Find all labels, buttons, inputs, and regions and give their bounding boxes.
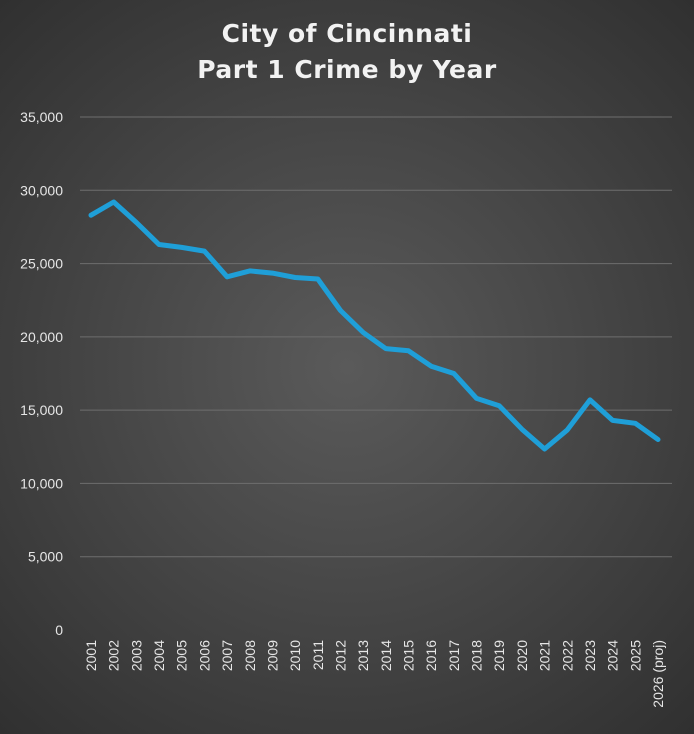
x-tick-label: 2021 [537,640,553,671]
x-axis-labels: 2001 2002 2003 2004 2005 2006 2007 2008 2009 2010… [83,640,666,708]
y-tick-label: 25,000 [20,256,63,272]
gridlines [80,116,672,558]
y-tick-label: 20,000 [20,329,63,345]
x-tick-label: 2001 [83,640,99,671]
data-point [315,276,320,281]
data-point [429,364,434,369]
data-point [134,220,139,225]
chart-title-line-2: Part 1 Crime by Year [197,55,497,84]
x-tick-label: 2008 [242,640,258,671]
x-tick-label: 2022 [559,640,575,671]
data-point [610,418,615,423]
x-tick-label: 2012 [332,640,348,671]
y-tick-label: 35,000 [20,109,63,125]
data-point [202,249,207,254]
y-tick-label: 30,000 [20,182,63,198]
x-tick-label: 2026 (proj) [650,640,666,708]
x-tick-label: 2015 [401,640,417,671]
data-point [270,271,275,276]
data-point [383,346,388,351]
data-point [406,348,411,353]
data-point [519,427,524,432]
data-point [179,245,184,250]
x-tick-label: 2005 [174,640,190,671]
data-point [451,371,456,376]
data-point [474,396,479,401]
data-point [497,403,502,408]
x-tick-label: 2025 [627,640,643,671]
x-tick-label: 2017 [446,640,462,671]
x-tick-label: 2020 [514,640,530,671]
y-tick-label: 15,000 [20,402,63,418]
x-tick-label: 2010 [287,640,303,671]
x-tick-label: 2018 [469,640,485,671]
x-tick-label: 2011 [310,640,326,670]
x-tick-label: 2009 [264,640,280,671]
x-tick-label: 2016 [423,640,439,671]
data-point [633,421,638,426]
chart-title: City of Cincinnati Part 1 Crime by Year [0,16,694,88]
data-point [565,427,570,432]
data-point [338,308,343,313]
x-tick-label: 2004 [151,640,167,671]
x-tick-label: 2024 [605,640,621,671]
x-tick-label: 2013 [355,640,371,671]
data-point [89,213,93,218]
chart-title-line-1: City of Cincinnati [221,19,473,48]
data-point [656,437,660,442]
data-point [111,200,116,205]
x-tick-label: 2007 [219,640,235,671]
y-tick-label: 5,000 [28,549,63,565]
x-tick-label: 2006 [196,640,212,671]
data-point [293,275,298,280]
data-point [587,397,592,402]
x-tick-label: 2002 [106,640,122,671]
data-point [542,446,547,451]
x-tick-label: 2019 [491,640,507,671]
data-point [247,268,252,273]
data-point [157,242,162,247]
data-point [225,274,230,279]
y-tick-label: 0 [55,622,63,638]
series-layer [88,199,661,452]
y-axis-labels: 0 5,000 10,000 15,000 20,000 25,000 30,000 35,0… [20,109,63,638]
data-point [361,330,366,335]
x-tick-label: 2014 [378,640,394,671]
y-tick-label: 10,000 [20,475,63,491]
series-line [88,199,661,452]
x-tick-label: 2023 [582,640,598,671]
x-tick-label: 2003 [128,640,144,671]
